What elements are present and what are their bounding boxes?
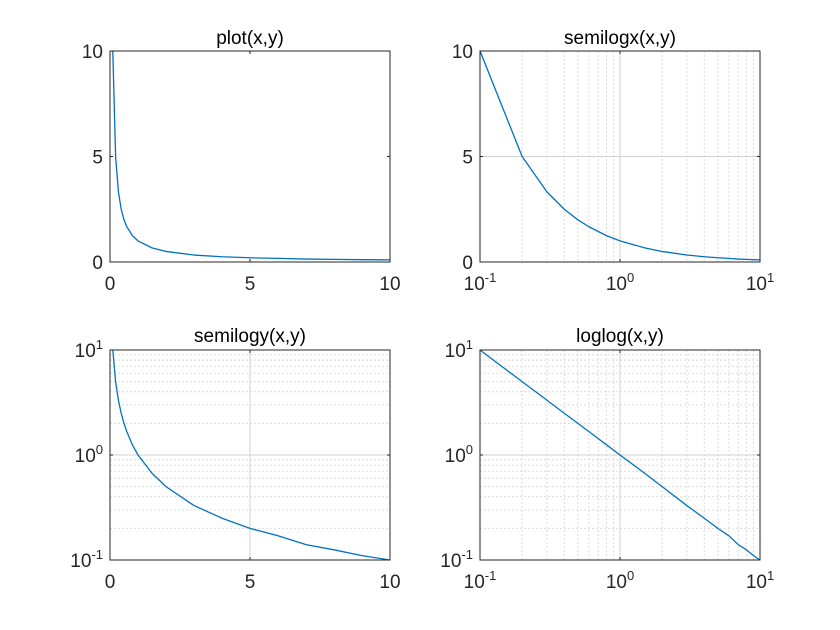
loglog-ytick-label: 100 — [445, 442, 473, 467]
semilogy-xtick-label: 0 — [105, 572, 116, 593]
loglog-xtick-label: 101 — [746, 568, 774, 593]
semilogy-ytick-label-base: 10 — [75, 341, 96, 362]
plot-ytick-label: 0 — [92, 253, 103, 274]
plot-ytick-label: 5 — [92, 148, 103, 169]
semilogx-xtick-label-base: 10 — [464, 274, 485, 295]
plot-xtick-label: 0 — [105, 274, 116, 295]
semilogx-xtick-label: 10-1 — [464, 270, 497, 295]
loglog-ytick-label-exponent: 1 — [466, 337, 473, 352]
semilogx-xtick-label-base: 10 — [606, 274, 627, 295]
semilogx-xtick-label-exponent: -1 — [485, 270, 497, 285]
plot-title: plot(x,y) — [216, 28, 284, 49]
semilogy-xtick-label: 10 — [379, 572, 400, 593]
loglog-ytick-label-base: 10 — [445, 446, 466, 467]
semilogy-ytick-label-exponent: 0 — [96, 442, 103, 457]
loglog-xtick-label-exponent: 0 — [627, 568, 634, 583]
loglog-xtick-label-base: 10 — [746, 572, 767, 593]
semilogx-xtick-label-exponent: 0 — [627, 270, 634, 285]
semilogy-ytick-label-base: 10 — [70, 551, 91, 572]
plot-xtick-label: 10 — [379, 274, 400, 295]
loglog-xtick-label-base: 10 — [464, 572, 485, 593]
semilogy-series-line-0 — [112, 349, 391, 561]
loglog-ytick-label-base: 10 — [440, 551, 461, 572]
loglog-grid — [479, 349, 761, 561]
semilogx-ytick-label: 0 — [462, 253, 473, 274]
semilogy-ytick-label: 101 — [75, 337, 103, 362]
semilogy-ytick-label: 10-1 — [70, 547, 103, 572]
loglog-xtick-label: 10-1 — [464, 568, 497, 593]
subplot-plot: plot(x,y) 0 5 10 0 5 10 — [82, 28, 401, 295]
semilogy-ytick-label-exponent: -1 — [91, 547, 103, 562]
plot-series-line-0 — [112, 50, 391, 261]
semilogy-title: semilogy(x,y) — [194, 326, 306, 347]
semilogx-xtick-label: 100 — [606, 270, 634, 295]
loglog-ytick-label-base: 10 — [445, 341, 466, 362]
loglog-xtick-label-exponent: 1 — [767, 568, 774, 583]
plot-ytick-label: 10 — [82, 42, 103, 63]
loglog-xtick-label-base: 10 — [606, 572, 627, 593]
loglog-series-line-0 — [479, 349, 761, 561]
loglog-xtick-label-exponent: -1 — [485, 568, 497, 583]
semilogx-xtick-label-exponent: 1 — [767, 270, 774, 285]
semilogy-ytick-label: 100 — [75, 442, 103, 467]
semilogx-xtick-label-base: 10 — [746, 274, 767, 295]
loglog-ytick-label: 101 — [445, 337, 473, 362]
semilogx-series-line-0 — [479, 50, 761, 261]
plot-xtick-label: 5 — [245, 274, 256, 295]
loglog-ytick-label: 10-1 — [440, 547, 473, 572]
loglog-title: loglog(x,y) — [576, 326, 664, 347]
semilogx-title: semilogx(x,y) — [564, 28, 676, 49]
semilogy-ytick-label-base: 10 — [75, 446, 96, 467]
semilogx-xtick-label: 101 — [746, 270, 774, 295]
semilogy-xtick-label: 5 — [245, 572, 256, 593]
semilogy-ytick-label-exponent: 1 — [96, 337, 103, 352]
loglog-ytick-label-exponent: -1 — [461, 547, 473, 562]
plot-axes-background — [110, 51, 390, 262]
loglog-ytick-label-exponent: 0 — [466, 442, 473, 457]
semilogx-ytick-label: 10 — [452, 42, 473, 63]
semilogx-ytick-label: 5 — [462, 148, 473, 169]
loglog-xtick-label: 100 — [606, 568, 634, 593]
